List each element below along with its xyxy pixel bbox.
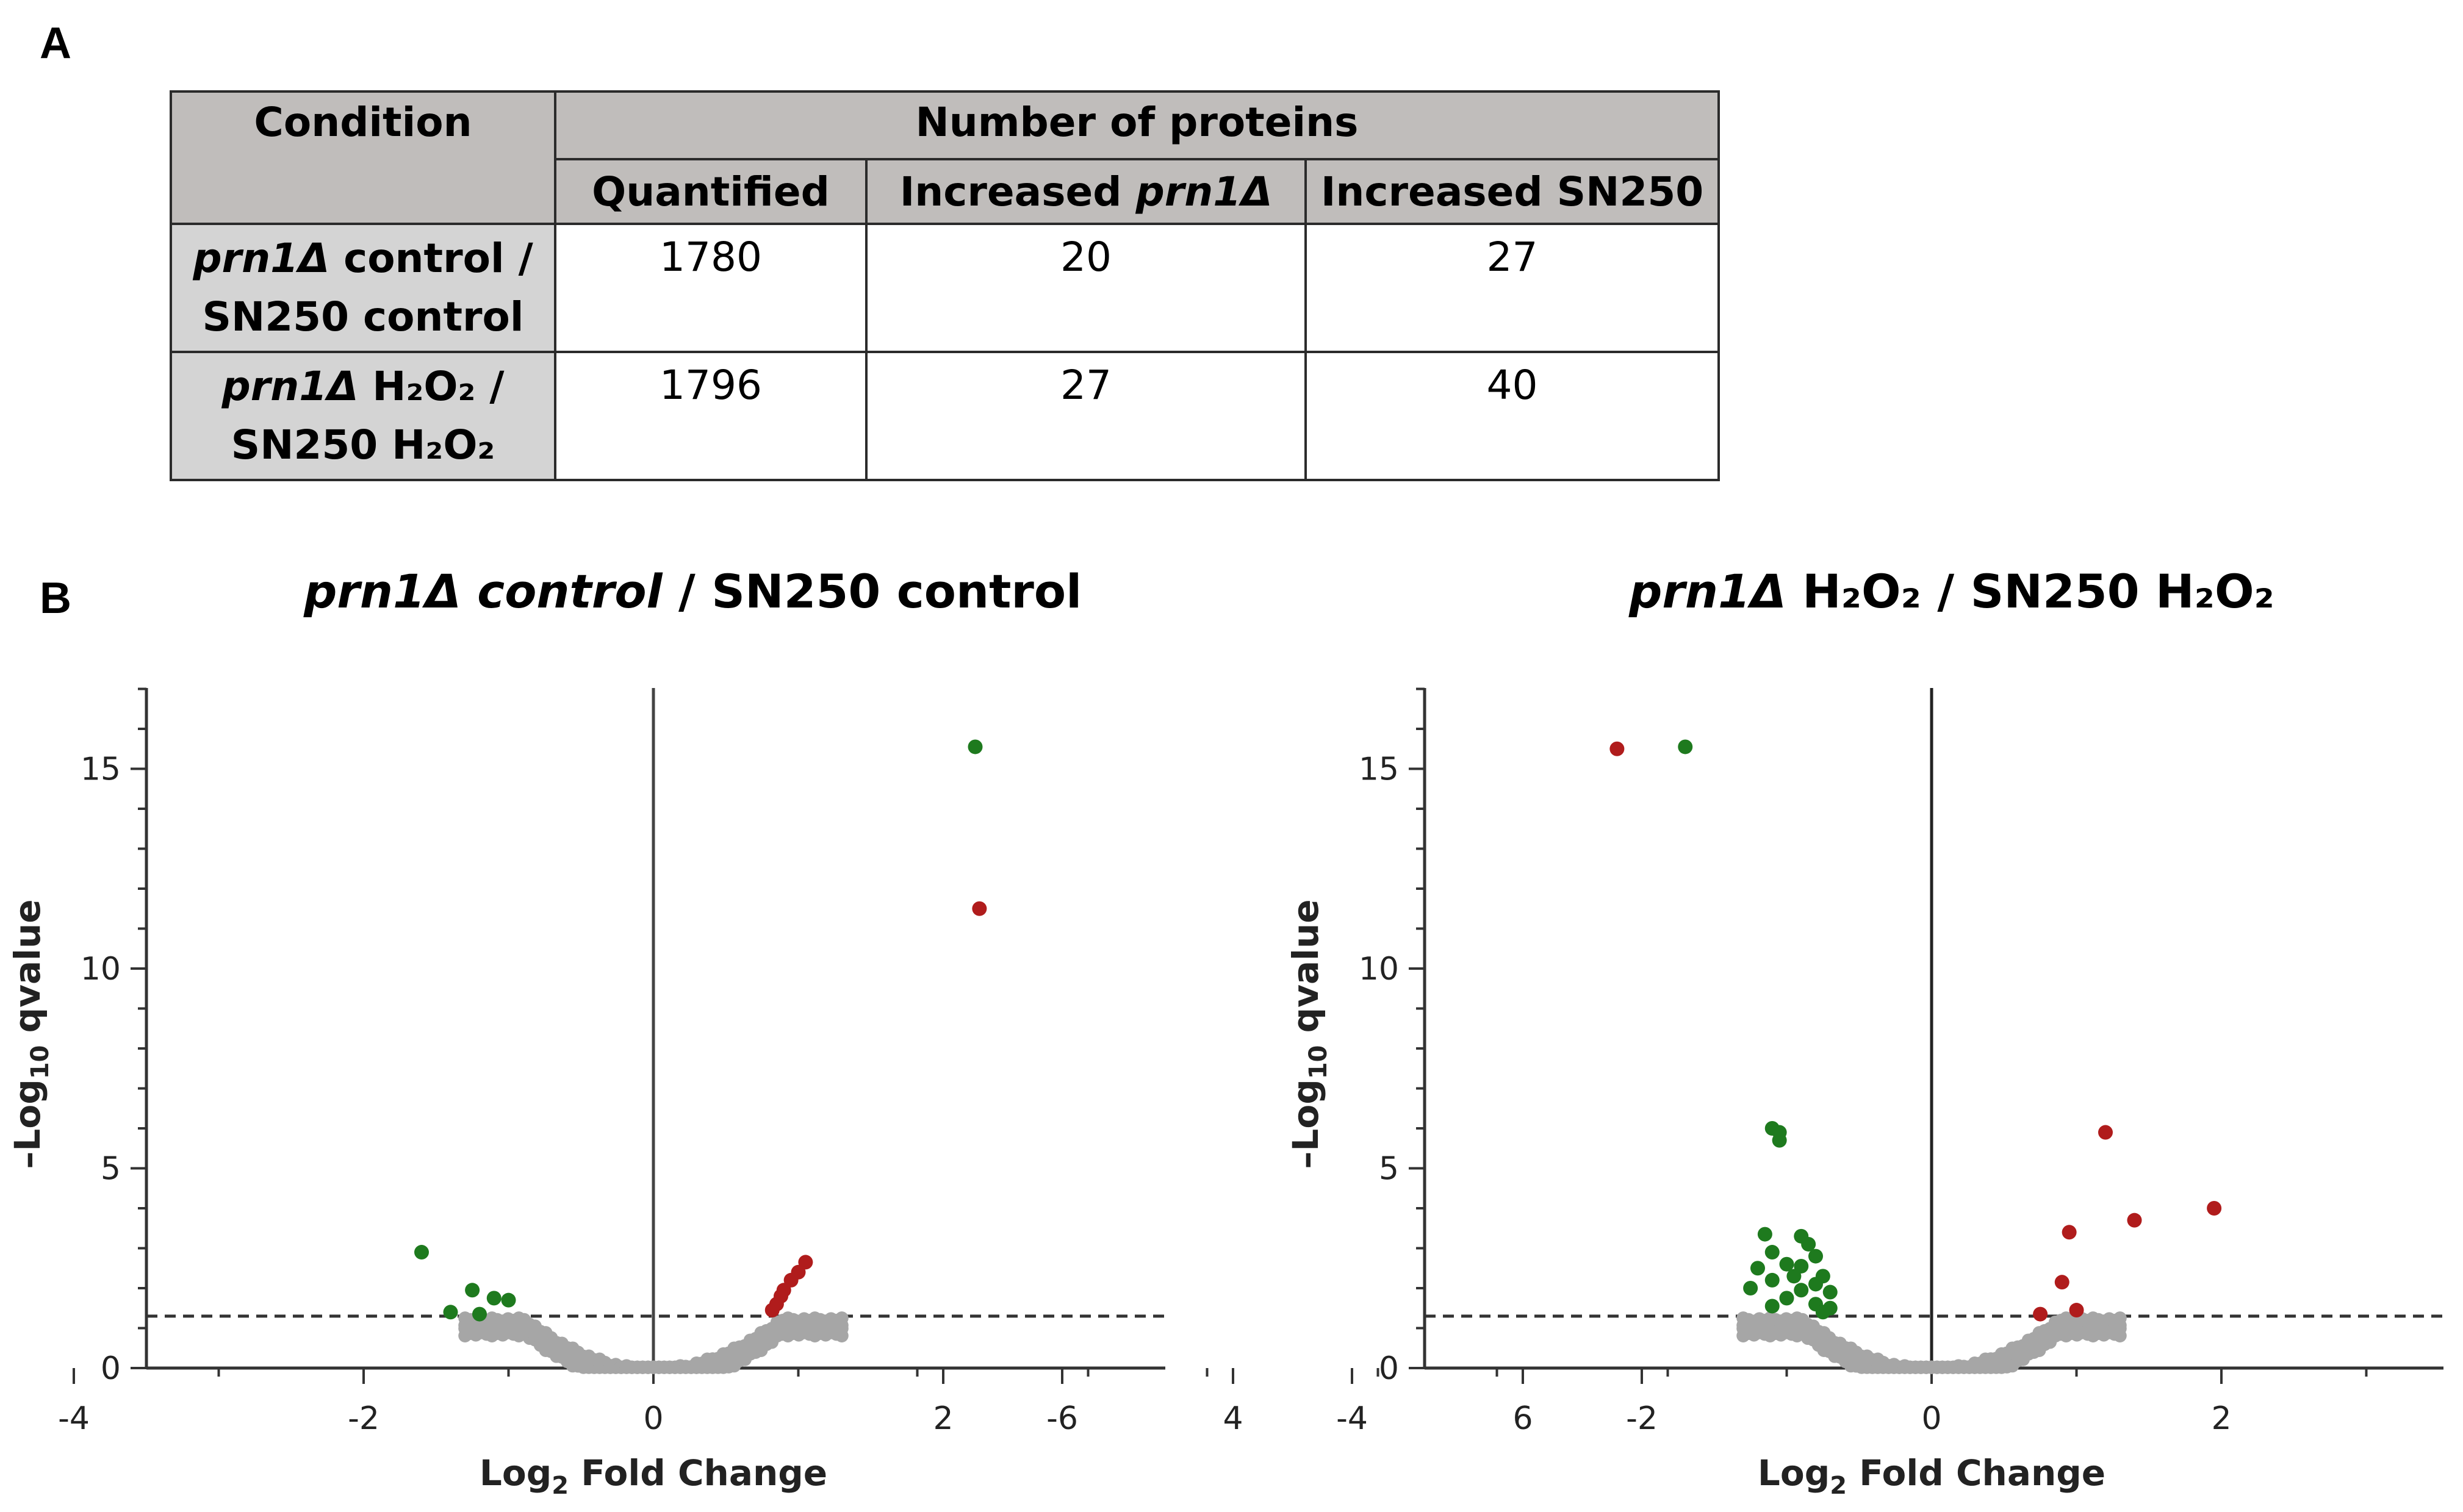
down-point bbox=[472, 1306, 487, 1322]
y-tick-label: 15 bbox=[81, 751, 121, 788]
up-point bbox=[2207, 1201, 2222, 1216]
plot-title-control: prn1Δ control / SN250 control bbox=[304, 564, 1082, 618]
down-point bbox=[1750, 1261, 1765, 1276]
down-point bbox=[1757, 1227, 1772, 1242]
plot-title-h2o2-rest: H₂O₂ / SN250 H₂O₂ bbox=[1786, 564, 2274, 618]
up-point bbox=[2098, 1125, 2113, 1140]
down-point bbox=[414, 1245, 429, 1260]
down-point bbox=[1779, 1291, 1794, 1306]
x-tick-label: 0 bbox=[1921, 1400, 1941, 1437]
up-point bbox=[2069, 1303, 2084, 1318]
cell-increased-wildtype: 40 bbox=[1304, 351, 1721, 481]
row-condition-rest: control / bbox=[329, 235, 533, 282]
plot-title-h2o2: prn1Δ H₂O₂ / SN250 H₂O₂ bbox=[1629, 564, 2274, 618]
x-tick-label: -4 bbox=[1336, 1400, 1368, 1437]
x-tick-label: 0 bbox=[643, 1400, 663, 1437]
down-point bbox=[486, 1291, 502, 1306]
y-axis-label: –Log10 qvalue bbox=[7, 899, 54, 1169]
y-tick-label: 0 bbox=[101, 1350, 121, 1387]
down-point bbox=[1815, 1305, 1830, 1320]
ns-point bbox=[835, 1328, 849, 1342]
x-axis-label: Log2 Fold Change bbox=[1758, 1452, 2105, 1500]
row-condition-control: prn1Δ control / SN250 control bbox=[170, 223, 556, 353]
protein-count-table: Condition Number of proteins Quantified … bbox=[170, 90, 1721, 481]
down-point bbox=[968, 739, 983, 754]
down-point bbox=[1764, 1245, 1780, 1260]
down-point bbox=[1779, 1256, 1794, 1272]
cell-increased-mutant: 27 bbox=[865, 351, 1307, 481]
header-increased-prefix: Increased bbox=[899, 168, 1136, 215]
cell-increased-wildtype: 27 bbox=[1304, 223, 1721, 353]
ns-point bbox=[2113, 1328, 2127, 1342]
panel-letter-a: A bbox=[40, 19, 71, 68]
plot-title-control-italic: prn1Δ control bbox=[304, 564, 663, 618]
down-point bbox=[1764, 1299, 1780, 1314]
row-gene: prn1Δ bbox=[221, 363, 359, 410]
up-point bbox=[2033, 1306, 2048, 1322]
down-point bbox=[1764, 1272, 1780, 1288]
y-tick-label: 0 bbox=[1379, 1350, 1399, 1387]
panel-letter-b: B bbox=[40, 574, 71, 623]
x-tick-label: 2 bbox=[933, 1400, 953, 1437]
header-increased-gene: prn1Δ bbox=[1135, 168, 1273, 215]
table-row: prn1Δ control / SN250 control 1780 20 27 bbox=[170, 223, 1721, 353]
down-point bbox=[1801, 1236, 1816, 1252]
cell-quantified: 1796 bbox=[554, 351, 868, 481]
header-quantified: Quantified bbox=[554, 158, 868, 225]
row-condition-line2: SN250 H₂O₂ bbox=[231, 421, 495, 468]
down-point bbox=[1794, 1283, 1809, 1298]
x-tick-label: 2 bbox=[2211, 1400, 2231, 1437]
x-tick-label: 4 bbox=[1223, 1400, 1243, 1437]
cell-increased-mutant: 20 bbox=[865, 223, 1307, 353]
y-tick-label: 5 bbox=[101, 1151, 121, 1188]
y-tick-label: 10 bbox=[81, 951, 121, 987]
down-point bbox=[1678, 739, 1693, 754]
x-tick-label: -2 bbox=[348, 1400, 379, 1437]
x-tick-label: -2 bbox=[1626, 1400, 1658, 1437]
row-gene: prn1Δ bbox=[193, 235, 330, 282]
table-row: prn1Δ H₂O₂ / SN250 H₂O₂ 1796 27 40 bbox=[170, 351, 1721, 481]
plot-title-h2o2-italic: prn1Δ bbox=[1629, 564, 1786, 618]
up-point bbox=[764, 1303, 780, 1318]
up-point bbox=[2127, 1213, 2142, 1228]
header-increased-wildtype: Increased SN250 bbox=[1304, 158, 1721, 225]
row-condition-line2: SN250 control bbox=[202, 293, 524, 340]
x-tick-label: 6 bbox=[1512, 1400, 1533, 1437]
down-point bbox=[1822, 1284, 1838, 1300]
y-tick-label: 15 bbox=[1359, 751, 1399, 788]
y-axis-label: –Log10 qvalue bbox=[1285, 899, 1332, 1169]
x-axis-label: Log2 Fold Change bbox=[480, 1452, 827, 1500]
y-tick-label: 5 bbox=[1379, 1151, 1399, 1188]
down-point bbox=[465, 1283, 480, 1298]
y-tick-label: 10 bbox=[1359, 951, 1399, 987]
row-condition-h2o2: prn1Δ H₂O₂ / SN250 H₂O₂ bbox=[170, 351, 556, 481]
down-point bbox=[443, 1305, 458, 1320]
down-point bbox=[1772, 1133, 1787, 1148]
down-point bbox=[1743, 1281, 1758, 1295]
header-increased-mutant: Increased prn1Δ bbox=[865, 158, 1307, 225]
down-point bbox=[1786, 1269, 1802, 1284]
header-number-of-proteins: Number of proteins bbox=[553, 90, 1721, 160]
x-tick-label: -6 bbox=[1046, 1400, 1078, 1437]
up-point bbox=[1609, 741, 1625, 756]
up-point bbox=[2062, 1225, 2077, 1240]
up-point bbox=[2054, 1275, 2069, 1290]
plot-title-control-rest: / SN250 control bbox=[662, 564, 1082, 618]
up-point bbox=[972, 901, 987, 916]
down-point bbox=[1808, 1249, 1823, 1264]
cell-quantified: 1780 bbox=[554, 223, 868, 353]
x-tick-label: -4 bbox=[58, 1400, 90, 1437]
row-condition-rest: H₂O₂ / bbox=[358, 363, 505, 410]
header-condition: Condition bbox=[170, 90, 556, 225]
down-point bbox=[1808, 1277, 1823, 1292]
down-point bbox=[501, 1292, 516, 1308]
